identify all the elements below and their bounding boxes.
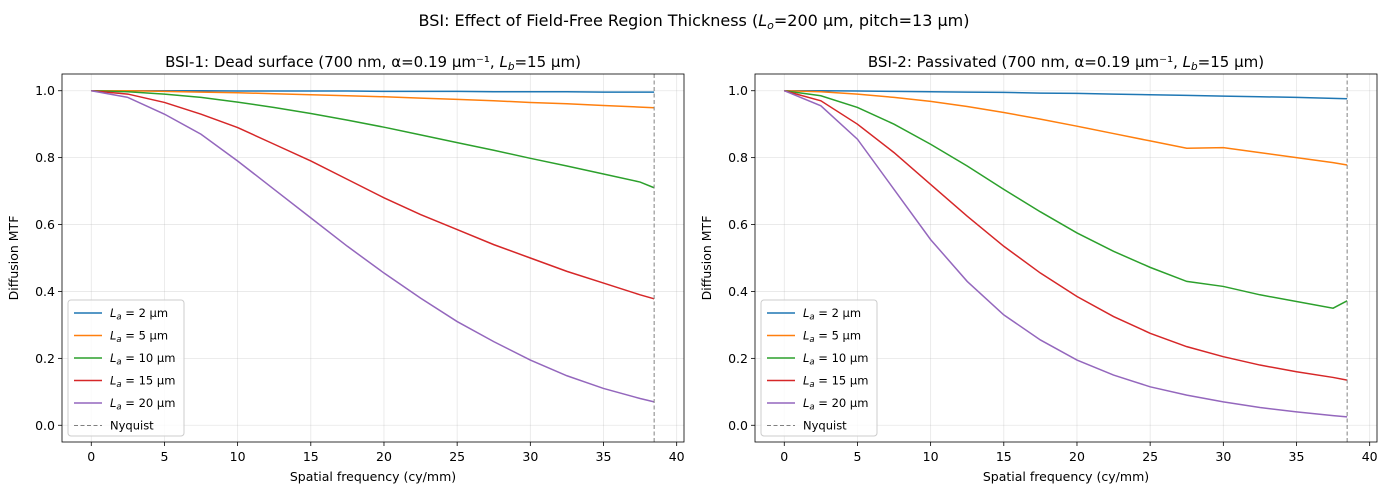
y-tick-label-1: 0.2 bbox=[728, 351, 748, 366]
grid-lines bbox=[755, 74, 1377, 442]
figure-suptitle: BSI: Effect of Field-Free Region Thickne… bbox=[419, 11, 970, 32]
legend-label-4: La = 20 µm bbox=[110, 396, 175, 413]
y-tick-label-0: 0.0 bbox=[728, 418, 748, 433]
legend-label-3: La = 15 µm bbox=[803, 374, 868, 391]
legend: La = 2 µm La = 5 µm La = 10 µm La = 15 µm La… bbox=[760, 299, 878, 437]
x-axis-label: Spatial frequency (cy/mm) bbox=[290, 469, 456, 484]
series-line-3 bbox=[784, 90, 1348, 381]
axes-frame bbox=[61, 73, 685, 443]
x-tick-label-2: 10 bbox=[923, 449, 939, 464]
chart-title: BSI-1: Dead surface (700 nm, α=0.19 µm⁻¹… bbox=[165, 53, 581, 73]
legend-label-nyquist: Nyquist bbox=[110, 419, 154, 433]
y-tick-label-2: 0.4 bbox=[35, 284, 55, 299]
legend-label-1: La = 5 µm bbox=[803, 329, 861, 346]
legend: La = 2 µm La = 5 µm La = 10 µm La = 15 µm La… bbox=[67, 299, 185, 437]
x-tick-label-1: 5 bbox=[853, 449, 861, 464]
y-axis-label: Diffusion MTF bbox=[699, 216, 714, 301]
series-line-3 bbox=[91, 89, 655, 300]
axes-frame bbox=[754, 73, 1378, 443]
legend-box bbox=[760, 299, 878, 437]
y-tick-label-4: 0.8 bbox=[35, 150, 55, 165]
x-tick-label-3: 15 bbox=[996, 449, 1012, 464]
series-line-4 bbox=[91, 89, 655, 403]
series-line-0 bbox=[784, 89, 1348, 100]
x-tick-label-7: 35 bbox=[596, 449, 612, 464]
legend-label-3: La = 15 µm bbox=[110, 374, 175, 391]
series-line-0 bbox=[91, 89, 655, 93]
y-tick-label-3: 0.6 bbox=[728, 217, 748, 232]
legend-label-nyquist: Nyquist bbox=[803, 419, 847, 433]
y-tick-label-4: 0.8 bbox=[728, 150, 748, 165]
legend-label-2: La = 10 µm bbox=[803, 351, 868, 368]
legend-label-0: La = 2 µm bbox=[110, 306, 168, 323]
chart-title: BSI-2: Passivated (700 nm, α=0.19 µm⁻¹, … bbox=[868, 53, 1264, 73]
legend-label-1: La = 5 µm bbox=[110, 329, 168, 346]
x-tick-label-6: 30 bbox=[522, 449, 538, 464]
x-tick-label-0: 0 bbox=[87, 449, 95, 464]
y-tick-label-3: 0.6 bbox=[35, 217, 55, 232]
x-tick-label-0: 0 bbox=[780, 449, 788, 464]
series-line-1 bbox=[91, 89, 655, 109]
x-tick-label-3: 15 bbox=[303, 449, 319, 464]
series-line-1 bbox=[784, 89, 1348, 166]
x-tick-label-5: 25 bbox=[449, 449, 465, 464]
series-line-2 bbox=[784, 89, 1348, 309]
y-tick-label-2: 0.4 bbox=[728, 284, 748, 299]
series-line-2 bbox=[91, 89, 655, 189]
y-axis-label: Diffusion MTF bbox=[6, 216, 21, 301]
x-tick-label-4: 20 bbox=[1069, 449, 1085, 464]
x-axis-label: Spatial frequency (cy/mm) bbox=[983, 469, 1149, 484]
legend-label-2: La = 10 µm bbox=[110, 351, 175, 368]
x-tick-label-1: 5 bbox=[160, 449, 168, 464]
x-tick-label-2: 10 bbox=[230, 449, 246, 464]
legend-label-4: La = 20 µm bbox=[803, 396, 868, 413]
legend-label-0: La = 2 µm bbox=[803, 306, 861, 323]
legend-box bbox=[67, 299, 185, 437]
x-tick-label-8: 40 bbox=[669, 449, 685, 464]
x-tick-label-8: 40 bbox=[1362, 449, 1378, 464]
series-line-4 bbox=[783, 90, 1348, 418]
chart-panel-bsi-2: 0 5 10 15 20 25 30 35 40 0.0 0.2 0.4 0.6 0.8 1.0 Spatia… bbox=[699, 53, 1378, 484]
y-tick-label-0: 0.0 bbox=[35, 418, 55, 433]
x-tick-label-7: 35 bbox=[1289, 449, 1305, 464]
y-tick-label-1: 0.2 bbox=[35, 351, 55, 366]
chart-panel-bsi-1: 0 5 10 15 20 25 30 35 40 0.0 0.2 0.4 0.6 0.8 1.0 Spatia… bbox=[6, 53, 685, 484]
y-tick-label-5: 1.0 bbox=[35, 83, 55, 98]
x-tick-label-4: 20 bbox=[376, 449, 392, 464]
x-tick-label-5: 25 bbox=[1142, 449, 1158, 464]
y-tick-label-5: 1.0 bbox=[728, 83, 748, 98]
x-tick-label-6: 30 bbox=[1215, 449, 1231, 464]
